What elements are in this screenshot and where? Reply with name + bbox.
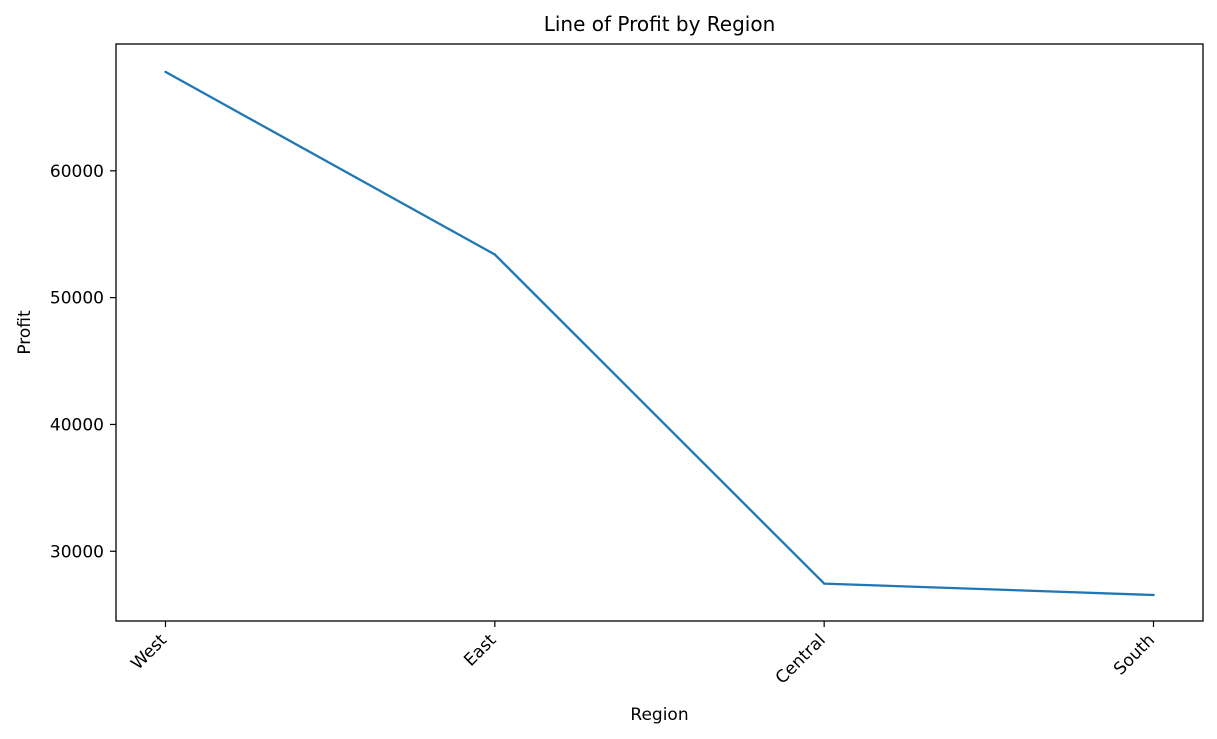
data-point (164, 70, 167, 74)
x-tick-label: West (127, 630, 171, 674)
y-tick-label: 40000 (50, 415, 104, 435)
y-axis-ticks: 30000 40000 50000 60000 (50, 162, 116, 562)
plot-area-frame (115, 43, 1204, 622)
y-tick-label: 30000 (50, 542, 104, 562)
data-point (493, 253, 497, 256)
series-layer (164, 70, 1155, 597)
y-tick-label: 60000 (50, 162, 104, 182)
x-tick-label: East (460, 630, 500, 670)
chart-title: Line of Profit by Region (544, 12, 776, 36)
data-point (1152, 593, 1155, 597)
data-point (822, 582, 826, 585)
y-tick-label: 50000 (50, 289, 104, 309)
x-tick-label: South (1110, 630, 1159, 679)
series-line (164, 70, 1154, 597)
x-axis-ticks: West East Central South (127, 621, 1159, 688)
x-tick-label: Central (772, 630, 830, 688)
y-axis-label: Profit (15, 310, 35, 355)
x-axis-label: Region (630, 705, 688, 725)
